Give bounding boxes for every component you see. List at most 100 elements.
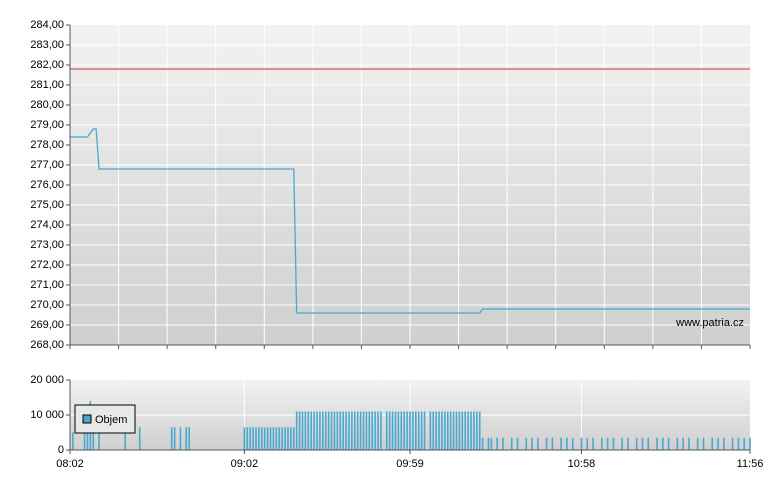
volume-bar [446, 411, 449, 450]
volume-bar [252, 427, 254, 450]
volume-bar [377, 411, 379, 450]
y-tick-label: 269,00 [30, 319, 64, 331]
volume-bar [420, 411, 423, 450]
volume-bar [580, 437, 583, 450]
volume-bar [345, 411, 347, 450]
volume-bar [313, 411, 315, 450]
volume-bar [356, 411, 359, 450]
volume-bar [409, 411, 411, 450]
volume-bar [322, 411, 324, 450]
volume-bar [394, 411, 397, 450]
volume-bar [545, 437, 548, 450]
volume-bar [731, 437, 734, 450]
volume-bar [342, 411, 344, 450]
volume-bar [98, 427, 100, 450]
y-tick-label: 271,00 [30, 279, 64, 291]
volume-bar [301, 411, 304, 450]
volume-bar [371, 411, 374, 450]
volume-bar [560, 437, 562, 450]
volume-bar [412, 411, 414, 450]
x-tick-label: 10:58 [568, 458, 596, 470]
volume-bar [682, 437, 684, 450]
volume-bar [124, 427, 127, 450]
volume-bar [606, 437, 609, 450]
volume-bar [470, 411, 472, 450]
y-tick-label: 268,00 [30, 339, 64, 351]
volume-bar [647, 437, 650, 450]
volume-bar [635, 437, 638, 450]
volume-bar [458, 411, 461, 450]
volume-bar [86, 422, 89, 450]
volume-bar [272, 427, 275, 450]
y-tick-label: 277,00 [30, 159, 64, 171]
volume-bar [749, 437, 751, 450]
volume-bar [339, 411, 342, 450]
y-tick-label: 276,00 [30, 179, 64, 191]
y-tick-label: 283,00 [30, 39, 64, 51]
volume-bar [281, 427, 283, 450]
volume-bar [473, 411, 475, 450]
volume-bar [531, 437, 533, 450]
volume-bar [467, 411, 469, 450]
volume-bar [266, 427, 269, 450]
volume-bar [662, 437, 664, 450]
volume-bar [502, 437, 504, 450]
volume-bar [307, 411, 310, 450]
volume-bar [327, 411, 330, 450]
volume-bar [368, 411, 371, 450]
volume-bar [336, 411, 339, 450]
volume-bar [246, 427, 249, 450]
y-tick-label: 270,00 [30, 299, 64, 311]
volume-bar [723, 437, 725, 450]
volume-bar [435, 411, 437, 450]
volume-bar [667, 437, 670, 450]
volume-bar [641, 437, 644, 450]
volume-bar [72, 432, 74, 450]
volume-bar [481, 437, 484, 450]
volume-bar [278, 427, 281, 450]
volume-bar [478, 411, 481, 450]
volume-bar [417, 411, 420, 450]
volume-bar [359, 411, 362, 450]
volume-bar [365, 411, 368, 450]
y-tick-label: 280,00 [30, 99, 64, 111]
volume-bar [571, 437, 574, 450]
volume-bar [429, 411, 432, 450]
volume-bar [260, 427, 263, 450]
volume-bar [464, 411, 467, 450]
volume-bar [476, 411, 478, 450]
volume-bar [330, 411, 333, 450]
volume-bar [310, 411, 312, 450]
volume-bar [702, 437, 705, 450]
y-tick-label: 281,00 [30, 79, 64, 91]
volume-bar [600, 437, 603, 450]
price-line [70, 128, 750, 314]
legend-swatch [82, 414, 92, 424]
volume-bar [188, 427, 190, 450]
volume-bar [537, 437, 539, 450]
volume-bar [627, 437, 629, 450]
volume-bar [432, 411, 435, 450]
volume-bar [258, 427, 260, 450]
y-tick-label: 274,00 [30, 219, 64, 231]
volume-bar [324, 411, 327, 450]
volume-bar [444, 411, 446, 450]
volume-bar [348, 411, 350, 450]
volume-bar [319, 411, 321, 450]
volume-bar [711, 437, 714, 450]
y-tick-label: 272,00 [30, 259, 64, 271]
volume-bar [374, 411, 376, 450]
volume-bar [737, 437, 740, 450]
volume-bar [284, 427, 286, 450]
volume-bar [449, 411, 452, 450]
volume-bar [441, 411, 443, 450]
volume-bar [516, 437, 519, 450]
volume-bar [510, 437, 513, 450]
watermark: www.patria.cz [675, 317, 744, 329]
volume-bar [249, 427, 251, 450]
volume-bar [403, 411, 405, 450]
y-tick-label: 282,00 [30, 59, 64, 71]
volume-bar [269, 427, 272, 450]
volume-bar [185, 427, 188, 450]
